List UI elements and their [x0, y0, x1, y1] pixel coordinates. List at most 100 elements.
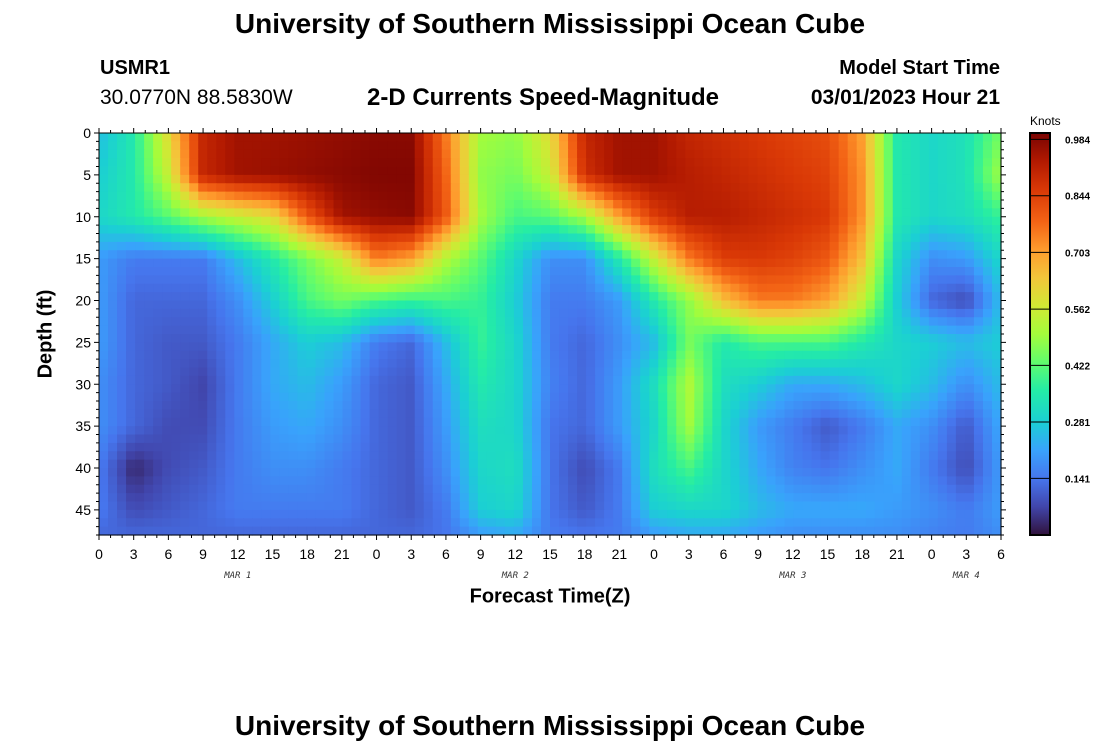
heatmap-cell [153, 216, 163, 226]
heatmap-cell [522, 267, 533, 276]
heatmap-cell [477, 417, 488, 427]
heatmap-cell [568, 375, 578, 385]
heatmap-cell [856, 509, 867, 519]
heatmap-cell [883, 158, 894, 168]
heatmap-cell [459, 141, 470, 151]
heatmap-cell [441, 417, 452, 427]
heatmap-cell [802, 325, 813, 335]
heatmap-cell [270, 350, 280, 360]
heatmap-cell [468, 459, 479, 469]
heatmap-cell [207, 468, 217, 477]
heatmap-cell [748, 141, 759, 151]
heatmap-cell [874, 133, 885, 142]
heatmap-cell [613, 493, 623, 503]
heatmap-cell [658, 317, 668, 327]
heatmap-cell [658, 191, 668, 201]
heatmap-cell [414, 216, 425, 226]
heatmap-cell [531, 384, 542, 394]
heatmap-cell [631, 183, 641, 193]
heatmap-cell [730, 292, 741, 302]
heatmap-cell [901, 350, 912, 360]
heatmap-cell [153, 200, 163, 209]
heatmap-cell [667, 241, 677, 251]
heatmap-cell [640, 509, 650, 519]
heatmap-cell [162, 166, 172, 176]
heatmap-cell [342, 141, 353, 151]
heatmap-cell [144, 350, 154, 360]
heatmap-cell [946, 250, 957, 260]
heatmap-cell [432, 493, 443, 503]
heatmap-cell [973, 384, 984, 394]
heatmap-cell [135, 275, 145, 285]
heatmap-cell [586, 275, 596, 285]
heatmap-cell [144, 518, 154, 528]
heatmap-cell [261, 468, 271, 477]
heatmap-cell [811, 417, 822, 427]
heatmap-cell [937, 384, 948, 394]
heatmap-cell [649, 401, 659, 410]
heatmap-cell [883, 359, 894, 369]
heatmap-cell [793, 367, 804, 377]
heatmap-cell [865, 518, 876, 528]
heatmap-cell [874, 501, 885, 511]
heatmap-cell [243, 442, 253, 452]
heatmap-cell [216, 174, 226, 184]
heatmap-cell [568, 300, 578, 310]
heatmap-cell [144, 216, 154, 226]
heatmap-cell [288, 484, 299, 494]
heatmap-cell [315, 216, 326, 226]
heatmap-cell [613, 451, 623, 461]
heatmap-cell [649, 359, 659, 369]
heatmap-cell [171, 442, 181, 452]
heatmap-cell [550, 459, 560, 469]
heatmap-cell [847, 258, 858, 268]
heatmap-cell [522, 409, 533, 419]
heatmap-cell [613, 317, 623, 327]
heatmap-cell [568, 225, 578, 235]
heatmap-cell [721, 409, 731, 419]
heatmap-cell [640, 241, 650, 251]
heatmap-cell [883, 133, 894, 142]
heatmap-cell [838, 434, 849, 444]
model-start-label: Model Start Time [839, 57, 1000, 79]
heatmap-cell [694, 258, 704, 268]
heatmap-cell [613, 526, 623, 536]
heatmap-cell [324, 267, 335, 276]
heatmap-cell [486, 442, 497, 452]
heatmap-cell [649, 317, 659, 327]
heatmap-cell [342, 501, 353, 511]
heatmap-cell [874, 141, 885, 151]
heatmap-cell [829, 526, 840, 536]
heatmap-cell [513, 174, 524, 184]
heatmap-cell [559, 283, 569, 293]
heatmap-cell [640, 442, 650, 452]
heatmap-cell [649, 191, 659, 201]
heatmap-cell [982, 258, 993, 268]
heatmap-cell [459, 292, 470, 302]
heatmap-cell [838, 183, 849, 193]
heatmap-cell [216, 241, 226, 251]
heatmap-cell [622, 149, 632, 159]
heatmap-cell [658, 300, 668, 310]
heatmap-cell [829, 334, 840, 343]
heatmap-cell [99, 149, 109, 159]
heatmap-cell [144, 451, 154, 461]
heatmap-cell [955, 442, 966, 452]
heatmap-cell [459, 476, 470, 486]
heatmap-cell [144, 501, 154, 511]
heatmap-cell [766, 359, 777, 369]
heatmap-cell [604, 208, 614, 218]
heatmap-cell [982, 342, 993, 352]
heatmap-cell [883, 401, 894, 410]
heatmap-cell [189, 174, 199, 184]
heatmap-cell [865, 350, 876, 360]
heatmap-cell [937, 317, 948, 327]
heatmap-cell [649, 267, 659, 276]
heatmap-cell [180, 149, 190, 159]
heatmap-cell [748, 149, 759, 159]
heatmap-cell [522, 426, 533, 436]
heatmap-cell [405, 308, 416, 318]
heatmap-cell [207, 208, 217, 218]
heatmap-cell [171, 149, 181, 159]
heatmap-cell [396, 149, 407, 159]
